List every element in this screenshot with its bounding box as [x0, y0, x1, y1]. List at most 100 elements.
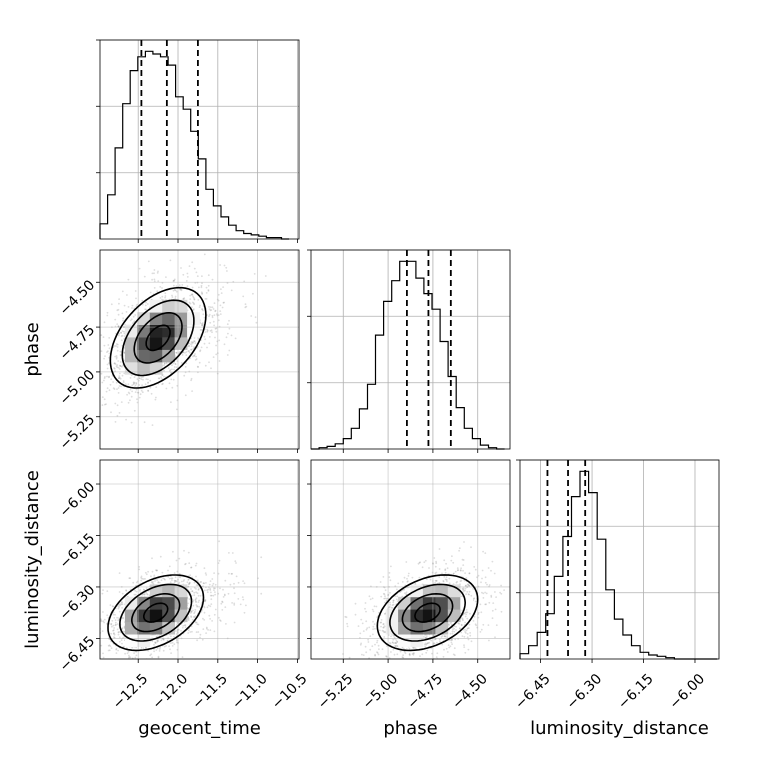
density-block	[385, 621, 399, 635]
scatter-point	[119, 377, 122, 380]
scatter-point	[171, 294, 173, 297]
scatter-point	[426, 642, 429, 645]
scatter-point	[130, 395, 133, 398]
scatter-point	[157, 280, 160, 282]
scatter-point	[393, 642, 395, 645]
scatter-point	[127, 654, 130, 657]
scatter-point	[383, 636, 386, 638]
scatter-point	[122, 636, 125, 639]
scatter-point	[101, 396, 104, 399]
scatter-point	[140, 376, 143, 379]
scatter-point	[201, 609, 204, 611]
x-tick-label-luminosity_distance: −6.15	[615, 671, 657, 713]
scatter-point	[97, 656, 99, 658]
scatter-point	[129, 319, 132, 322]
scatter-point	[425, 634, 428, 636]
scatter-point	[461, 587, 464, 590]
scatter-point	[101, 630, 104, 632]
scatter-point	[440, 636, 443, 638]
scatter-point	[215, 344, 218, 347]
scatter-point	[142, 588, 145, 591]
scatter-point	[466, 583, 469, 586]
scatter-point	[433, 638, 436, 641]
scatter-point	[191, 261, 194, 264]
scatter-point	[116, 388, 118, 390]
scatter-point	[116, 670, 118, 672]
scatter-point	[462, 619, 464, 622]
scatter-point	[395, 639, 398, 642]
scatter-point	[215, 330, 218, 333]
scatter-point	[122, 319, 124, 322]
scatter-point	[98, 350, 100, 352]
scatter-point	[467, 638, 470, 641]
scatter-point	[193, 615, 195, 618]
scatter-point	[374, 627, 376, 630]
scatter-point	[480, 611, 483, 614]
scatter-point	[138, 590, 141, 592]
scatter-point	[399, 650, 402, 653]
scatter-point	[194, 342, 197, 345]
scatter-point	[443, 559, 446, 562]
scatter-point	[462, 569, 464, 572]
scatter-point	[472, 620, 475, 622]
scatter-point	[385, 599, 388, 602]
scatter-point	[200, 329, 203, 331]
scatter-point	[123, 645, 125, 648]
scatter-point	[195, 584, 198, 586]
scatter-point	[454, 638, 457, 641]
scatter-point	[493, 572, 496, 575]
scatter-point	[362, 654, 365, 656]
density-block	[149, 337, 163, 350]
scatter-point	[455, 625, 457, 628]
scatter-point	[185, 362, 188, 364]
y-tick-label-phase: −5.00	[57, 367, 99, 409]
scatter-point	[487, 567, 490, 569]
scatter-point	[470, 594, 473, 597]
scatter-point	[208, 336, 211, 338]
scatter-point	[407, 575, 410, 577]
scatter-point	[189, 631, 192, 633]
scatter-point	[197, 588, 200, 590]
scatter-point	[228, 319, 230, 322]
scatter-point	[173, 368, 175, 371]
scatter-point	[176, 639, 178, 642]
scatter-point	[113, 617, 116, 619]
scatter-point	[191, 590, 194, 593]
scatter-point	[380, 621, 382, 624]
scatter-point	[380, 595, 383, 598]
scatter-point	[205, 574, 208, 576]
scatter-point	[153, 280, 156, 283]
scatter-point	[391, 641, 394, 644]
scatter-point	[371, 608, 374, 611]
scatter-point	[453, 627, 455, 630]
scatter-point	[208, 614, 211, 617]
scatter-point	[463, 646, 466, 648]
scatter-point	[169, 648, 171, 651]
scatter-point	[234, 560, 237, 563]
panel-frame-phase-luminosity_distance	[310, 459, 511, 660]
scatter-point	[200, 346, 203, 349]
scatter-point	[200, 291, 203, 294]
scatter-point	[388, 657, 391, 659]
scatter-point	[104, 403, 106, 406]
scatter-point	[206, 329, 209, 332]
scatter-point	[144, 304, 147, 307]
scatter-point	[188, 301, 191, 304]
scatter-point	[158, 648, 161, 650]
scatter-point	[103, 621, 105, 624]
scatter-point	[103, 379, 105, 382]
scatter-point	[191, 618, 194, 621]
scatter-point	[164, 296, 167, 299]
scatter-point	[390, 565, 392, 568]
scatter-point	[474, 568, 477, 571]
density-block	[149, 609, 163, 623]
scatter-point	[365, 610, 367, 613]
scatter-point	[480, 581, 482, 584]
scatter-point	[166, 639, 169, 642]
scatter-point	[176, 408, 178, 411]
scatter-point	[467, 593, 470, 595]
scatter-point	[116, 616, 118, 619]
scatter-point	[388, 605, 391, 608]
scatter-point	[465, 593, 467, 595]
scatter-point	[114, 318, 117, 321]
